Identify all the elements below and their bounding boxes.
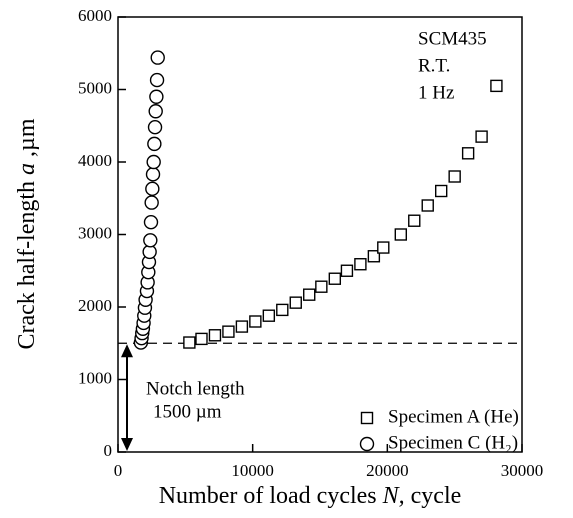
marker-square (195, 332, 208, 346)
notch-label: 1500 µm (153, 401, 222, 422)
marker-circle (150, 50, 165, 65)
marker-square (461, 147, 475, 160)
marker-square (328, 272, 342, 285)
marker-square (208, 329, 222, 342)
y-tick-label: 1000 (78, 368, 112, 387)
marker-square (475, 130, 488, 143)
x-tick-label: 0 (114, 461, 123, 480)
arrow-head (121, 438, 133, 451)
marker-square (448, 170, 461, 183)
x-tick-label: 30000 (501, 461, 544, 480)
y-tick-label: 2000 (78, 296, 112, 315)
marker-square (435, 184, 448, 198)
y-tick-label: 5000 (78, 78, 112, 97)
marker-square (276, 303, 289, 317)
marker-circle (145, 167, 161, 182)
marker-circle (359, 436, 375, 452)
marker-square (490, 79, 503, 93)
marker-circle (146, 154, 161, 170)
marker-square (183, 336, 196, 349)
marker-circle (143, 233, 158, 248)
marker-circle (145, 181, 160, 197)
marker-circle (149, 89, 164, 104)
x-axis-label: Number of load cycles N, cycle (159, 483, 462, 509)
marker-square (377, 241, 390, 254)
marker-square (222, 325, 235, 338)
legend-label: Specimen C (H₂) (388, 432, 518, 453)
marker-circle (149, 72, 165, 88)
arrow-head (121, 344, 133, 358)
marker-square (262, 309, 276, 322)
y-tick-label: 0 (104, 441, 113, 460)
marker-square (394, 228, 407, 241)
annotation: R.T. (418, 55, 450, 76)
marker-square (303, 288, 316, 301)
y-tick-label: 6000 (78, 6, 112, 25)
marker-circle (147, 136, 162, 152)
marker-square (354, 258, 367, 271)
marker-square (421, 199, 434, 212)
y-tick-label: 3000 (78, 223, 112, 242)
marker-square (235, 320, 249, 333)
marker-square (249, 315, 262, 328)
marker-square (360, 411, 374, 425)
y-tick-label: 4000 (78, 151, 112, 170)
marker-square (340, 264, 354, 277)
x-tick-label: 10000 (231, 461, 274, 480)
x-tick-label: 20000 (366, 461, 409, 480)
marker-square (408, 214, 421, 227)
marker-square (367, 250, 381, 263)
legend-label: Specimen A (He) (388, 406, 519, 427)
marker-circle (148, 104, 163, 119)
y-axis-label: Crack half-length a ,µm (14, 118, 40, 349)
marker-circle (144, 195, 159, 210)
notch-label: Notch length (146, 378, 245, 399)
annotation: SCM435 (418, 28, 487, 49)
marker-circle (143, 214, 159, 230)
marker-square (289, 296, 302, 309)
marker-square (315, 280, 328, 293)
annotation: 1 Hz (418, 82, 454, 103)
marker-circle (147, 119, 163, 135)
